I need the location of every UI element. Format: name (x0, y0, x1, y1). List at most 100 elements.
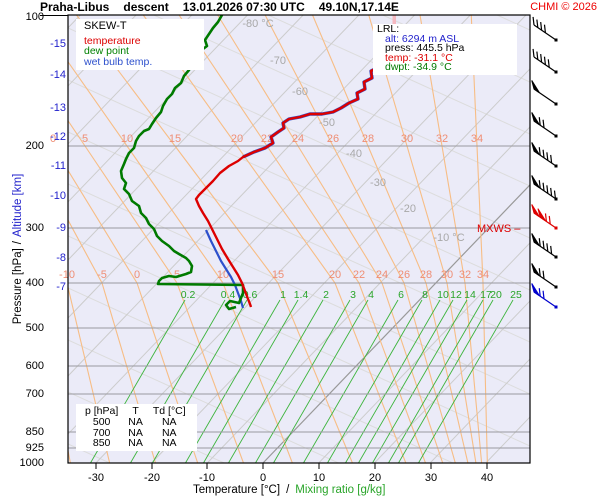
mixing-ratio-line (418, 299, 514, 463)
mixing-ratio-line (388, 299, 484, 463)
mixing-ratio-label: 6 (398, 289, 404, 301)
wind-barb-flag (531, 263, 540, 277)
wind-barb (531, 112, 558, 138)
table-header-temp: T (132, 405, 139, 417)
mixing-ratio-line (303, 299, 399, 463)
moist-adiabat-line (68, 60, 293, 463)
dry-adiabat-line (68, 339, 340, 463)
legend-item-dew-point: dew point (84, 45, 129, 57)
pressure-axis-label: 400 (25, 277, 44, 289)
moist-adiabat-label: 26 (398, 269, 410, 281)
isotherm-label: -10 °C (433, 232, 464, 244)
pressure-axis-label: 600 (25, 360, 44, 372)
moist-adiabat-line (470, 15, 488, 463)
wind-barb-feather (550, 245, 553, 255)
wind-barb (532, 48, 558, 74)
sounding-type: descent (123, 0, 169, 14)
temperature-axis-label: 0 (259, 472, 267, 484)
moist-adiabat-label: 28 (362, 133, 374, 145)
moist-adiabat-label: 26 (327, 133, 339, 145)
moist-adiabat-label: 34 (477, 269, 489, 281)
moist-adiabat-label: 15 (169, 133, 181, 145)
wind-barb-feather (546, 152, 549, 161)
isotherm-line (68, 15, 360, 319)
isotherm-line (95, 15, 527, 463)
moist-adiabat-label: 30 (441, 269, 453, 281)
wind-barb-station-dot (554, 102, 558, 106)
dry-adiabat-line (266, 15, 530, 135)
altitude-axis-label: -9 (56, 222, 66, 234)
mixing-ratio-label: 17 (480, 289, 492, 301)
sounding-datetime: 13.01.2026 07:30 UTC (182, 0, 305, 14)
wind-barb-feather (548, 215, 551, 225)
mixing-ratio-label: 1 (280, 289, 286, 301)
lrl-temperature: temp: -31.1 °C (385, 51, 453, 64)
mixing-ratio-label: 25 (510, 289, 522, 301)
isotherm-label: -50 (319, 117, 335, 129)
wind-barb-feather (547, 59, 550, 68)
pressure-axis-label: 100 (25, 11, 44, 23)
wind-barb-feather (553, 190, 557, 199)
moist-adiabat-label: 0 (134, 269, 140, 281)
wind-barb-station-dot (554, 38, 558, 42)
wind-barb (531, 175, 558, 201)
legend-title: SKEW-T (84, 20, 127, 32)
isotherm-label: -40 (346, 148, 362, 160)
x-axis-title: Temperature [°C] / Mixing ratio [g/kg] (193, 484, 386, 496)
pressure-axis-label: 500 (25, 322, 44, 334)
pressure-axis-label: 1000 (19, 457, 44, 469)
lrl-pressure: press: 445.5 hPa (385, 42, 465, 55)
isotherm-line (68, 15, 193, 145)
lrl-altitude: alt: 6294 m ASL (385, 32, 460, 45)
mixing-ratio-label: 4 (368, 289, 374, 301)
mandatory-levels-table: p [hPa] T Td [°C] 500 NA NA 700 NA NA 85… (76, 404, 197, 452)
wind-barb (532, 16, 558, 42)
mixing-ratio-label: 3 (350, 289, 356, 301)
wind-barb-feather (542, 270, 545, 279)
mixing-ratio-label: 20 (490, 289, 502, 301)
isotherm-label: -20 (400, 203, 416, 215)
dry-adiabat-line (68, 183, 530, 395)
pressure-axis-label: 925 (25, 442, 44, 454)
wind-barb (531, 80, 558, 106)
mixing-ratio-label: 0.2 (181, 289, 196, 301)
mixing-ratio-line (255, 299, 351, 463)
wind-barb (531, 204, 558, 230)
header-title: Praha-Libus descent 13.01.2026 07:30 UTC 49… (40, 0, 399, 16)
mixing-ratio-line (345, 299, 441, 463)
wind-barb-feather (538, 147, 541, 156)
wind-barb-feather (542, 119, 545, 128)
isotherm-line (68, 15, 471, 435)
wind-barb-feather (543, 56, 547, 65)
plot-border (67, 14, 531, 464)
wind-barb-flag (531, 142, 540, 156)
mxws-label: MXWS – (477, 223, 521, 235)
wet-bulb-curve-lower (204, 229, 245, 309)
wind-barb-feather (538, 117, 541, 126)
wind-barb-feather (542, 149, 545, 158)
mixing-ratio-label: 14 (464, 289, 476, 301)
wind-barb-feather (532, 48, 535, 58)
wind-barb-feather (532, 16, 535, 26)
isotherm-line (68, 15, 415, 377)
moist-adiabat-line (178, 15, 426, 463)
moist-adiabat-line (76, 15, 353, 463)
wind-barb-flag (531, 204, 540, 218)
wind-barb-feather (540, 54, 543, 63)
isotherm-line (262, 184, 530, 463)
moist-adiabat-label: 10 (217, 269, 229, 281)
mixing-ratio-label: 12 (450, 289, 462, 301)
moist-adiabat-line (68, 169, 199, 463)
mixing-ratio-line (203, 299, 299, 463)
isotherm-line (206, 126, 530, 463)
wind-barb-station-dot (554, 226, 558, 230)
wind-barb-flag (537, 208, 547, 222)
mixing-ratio-label: 1.4 (294, 289, 309, 301)
wind-barb-flag (531, 80, 540, 94)
isotherm-label: -80 °C (242, 18, 273, 30)
wind-barb-feather (538, 180, 541, 189)
altitude-axis-label: -10 (50, 190, 66, 202)
moist-adiabat-line (68, 284, 111, 463)
wind-barb-feather (546, 243, 549, 252)
